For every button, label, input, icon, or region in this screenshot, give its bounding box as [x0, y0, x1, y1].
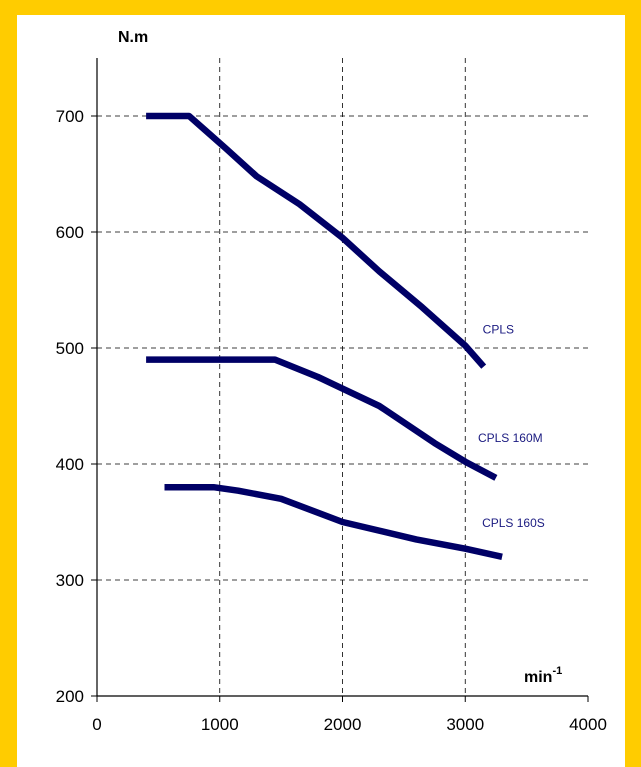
series-label: CPLS	[483, 323, 514, 337]
y-tick-label: 200	[56, 687, 84, 706]
series-line	[146, 356, 498, 481]
grid	[97, 58, 588, 696]
series-labels: CPLS CPLS 160M CPLS 160S	[478, 323, 545, 530]
series-label: CPLS 160S	[482, 516, 545, 530]
series-lines	[146, 112, 503, 560]
x-axis-unit-label: min-1	[524, 665, 562, 686]
x-axis-unit-text: min	[524, 669, 552, 686]
x-tick-label: 1000	[201, 715, 239, 734]
y-tick-label: 500	[56, 339, 84, 358]
x-tick-label: 2000	[324, 715, 362, 734]
x-tick-label: 0	[92, 715, 101, 734]
y-tick-labels: 200 300 400 500 600 700	[56, 107, 84, 706]
series-label: CPLS 160M	[478, 431, 543, 445]
axes	[91, 58, 589, 702]
y-tick-label: 400	[56, 455, 84, 474]
x-axis-unit-exponent: -1	[552, 665, 562, 677]
x-tick-label: 3000	[446, 715, 484, 734]
y-axis-unit-label: N.m	[118, 29, 148, 46]
y-tick-label: 600	[56, 223, 84, 242]
series-line	[146, 112, 487, 369]
x-tick-label: 4000	[569, 715, 607, 734]
y-tick-label: 300	[56, 571, 84, 590]
chart-panel	[17, 15, 625, 767]
y-tick-label: 700	[56, 107, 84, 126]
x-tick-labels: 0 1000 2000 3000 4000	[92, 715, 607, 734]
series-line	[164, 483, 503, 560]
